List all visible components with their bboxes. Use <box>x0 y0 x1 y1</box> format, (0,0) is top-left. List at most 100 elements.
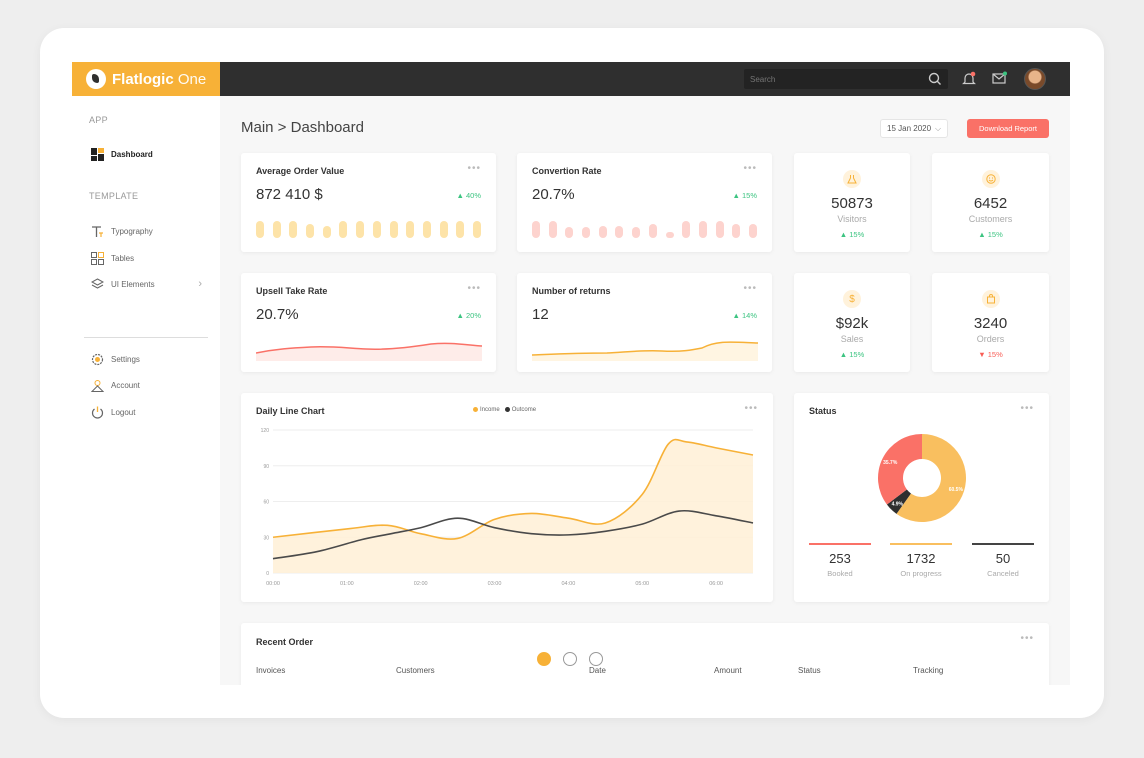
y-tick-label: 60 <box>263 500 269 506</box>
mini-bar <box>406 221 415 238</box>
stat-label: Sales <box>840 334 864 344</box>
sidebar-item-typography[interactable]: Typography <box>90 224 153 238</box>
status-value: 1732 <box>906 551 936 566</box>
donut-slice-label: 4.9% <box>892 501 904 507</box>
sidebar-item-tables[interactable]: Tables <box>90 251 134 265</box>
card-value: 20.7% <box>532 186 575 203</box>
stat-value: 50873 <box>831 195 873 212</box>
sidebar-item-account[interactable]: Account <box>90 378 140 392</box>
card-status: Status ••• 60.5% 4.9% 35.7% 253 Booked 173… <box>794 393 1049 602</box>
avatar[interactable] <box>1024 68 1046 90</box>
card-title: Upsell Take Rate <box>256 286 328 296</box>
mini-bar <box>422 221 431 238</box>
column-header[interactable]: Date <box>589 666 606 675</box>
status-on-progress: 1732 On progress <box>890 543 952 578</box>
delta-badge: ▲ 20% <box>456 311 481 320</box>
search-input[interactable] <box>744 69 914 90</box>
bag-icon <box>981 290 1000 308</box>
mini-bar <box>532 221 540 238</box>
settings-icon <box>90 352 104 366</box>
mini-bar <box>698 221 707 238</box>
donut-slice[interactable] <box>886 489 911 514</box>
mini-bar <box>715 221 724 238</box>
donut-slice-label: 35.7% <box>883 460 898 466</box>
more-icon[interactable]: ••• <box>1020 403 1034 414</box>
column-header[interactable]: Invoices <box>256 666 286 675</box>
sidebar-item-logout[interactable]: Logout <box>90 405 135 419</box>
delta-badge: ▲ 14% <box>732 311 757 320</box>
card-daily-line-chart: Daily Line Chart Income Outcome ••• 0 30 6… <box>241 393 773 602</box>
x-tick-label: 02:00 <box>414 581 428 587</box>
status-value: 50 <box>995 551 1011 566</box>
more-icon[interactable]: ••• <box>1020 633 1034 644</box>
mini-bar-chart <box>256 220 481 238</box>
typography-icon <box>90 224 104 238</box>
pager-dot[interactable] <box>589 652 603 666</box>
sidebar-section-app: APP <box>89 115 108 125</box>
mini-bar <box>272 221 281 238</box>
mini-bar <box>748 224 757 238</box>
search-box <box>744 69 948 90</box>
mini-bar <box>322 226 331 238</box>
date-picker-label: 15 Jan 2020 <box>887 124 932 133</box>
pager-dot-active[interactable] <box>537 652 551 666</box>
mini-bar <box>665 232 674 238</box>
more-icon[interactable]: ••• <box>744 403 758 414</box>
download-report-button[interactable]: Download Report <box>967 119 1049 138</box>
card-upsell-take-rate: Upsell Take Rate ••• 20.7% ▲ 20% <box>241 273 496 372</box>
more-icon[interactable]: ••• <box>467 163 481 174</box>
delta-badge: ▲ 15% <box>839 350 865 359</box>
sidebar-item-ui-elements[interactable]: UI Elements › <box>90 277 202 291</box>
card-conversion-rate: Convertion Rate ••• 20.7% ▲ 15% <box>517 153 772 252</box>
status-label: Canceled <box>987 569 1019 578</box>
y-tick-label: 90 <box>263 464 269 470</box>
stat-label: Orders <box>976 334 1005 344</box>
status-canceled: 50 Canceled <box>972 543 1034 578</box>
mail-icon[interactable] <box>992 71 1007 85</box>
x-tick-label: 03:00 <box>488 581 502 587</box>
sidebar-item-label: Logout <box>111 407 136 417</box>
card-number-of-returns: Number of returns ••• 12 ▲ 14% <box>517 273 772 372</box>
mini-bar <box>339 221 348 238</box>
more-icon[interactable]: ••• <box>743 283 757 294</box>
delta-badge: ▲ 40% <box>456 191 481 200</box>
more-icon[interactable]: ••• <box>743 163 757 174</box>
sidebar-item-dashboard[interactable]: Dashboard <box>90 147 153 161</box>
sidebar-item-settings[interactable]: Settings <box>90 352 140 366</box>
sidebar-item-label: Tables <box>111 253 135 263</box>
column-header[interactable]: Customers <box>396 666 435 675</box>
card-average-order-value: Average Order Value ••• 872 410 $ ▲ 40% <box>241 153 496 252</box>
mini-bar <box>582 227 591 238</box>
series-area-income <box>273 439 753 573</box>
sparkline-returns <box>532 341 758 361</box>
stat-label: Visitors <box>837 214 867 224</box>
date-picker[interactable]: 15 Jan 2020 ⌵ <box>880 119 949 138</box>
search-icon[interactable] <box>928 72 942 86</box>
more-icon[interactable]: ••• <box>467 283 481 294</box>
donut-slice[interactable] <box>896 434 966 522</box>
x-tick-label: 00:00 <box>266 581 280 587</box>
legend-item-income: Income <box>473 407 500 413</box>
delta-badge: ▲ 15% <box>732 191 757 200</box>
column-header[interactable]: Tracking <box>913 666 944 675</box>
mini-bar <box>456 221 465 238</box>
card-value: 12 <box>532 306 549 323</box>
x-tick-label: 01:00 <box>340 581 354 587</box>
bell-icon[interactable] <box>962 71 976 87</box>
sidebar-item-label: Dashboard <box>111 149 153 159</box>
chart-legend: Income Outcome <box>473 407 536 413</box>
pager-dot[interactable] <box>563 652 577 666</box>
status-label: Booked <box>827 569 853 578</box>
donut-slice[interactable] <box>878 434 922 505</box>
chevron-down-icon: ⌵ <box>935 123 942 133</box>
sidebar-section-template: TEMPLATE <box>89 191 139 201</box>
column-header[interactable]: Amount <box>714 666 742 675</box>
column-header[interactable]: Status <box>798 666 821 675</box>
mini-bar <box>682 221 691 238</box>
stat-orders: 3240 Orders ▼ 15% <box>932 273 1049 372</box>
mini-bar <box>306 224 315 238</box>
topbar: Flatlogic One <box>72 62 1070 96</box>
app-window: Flatlogic One APP Dashboard TEMPLATE Typ… <box>72 62 1070 685</box>
delta-badge: ▲ 15% <box>978 230 1003 239</box>
brand[interactable]: Flatlogic One <box>72 62 220 96</box>
